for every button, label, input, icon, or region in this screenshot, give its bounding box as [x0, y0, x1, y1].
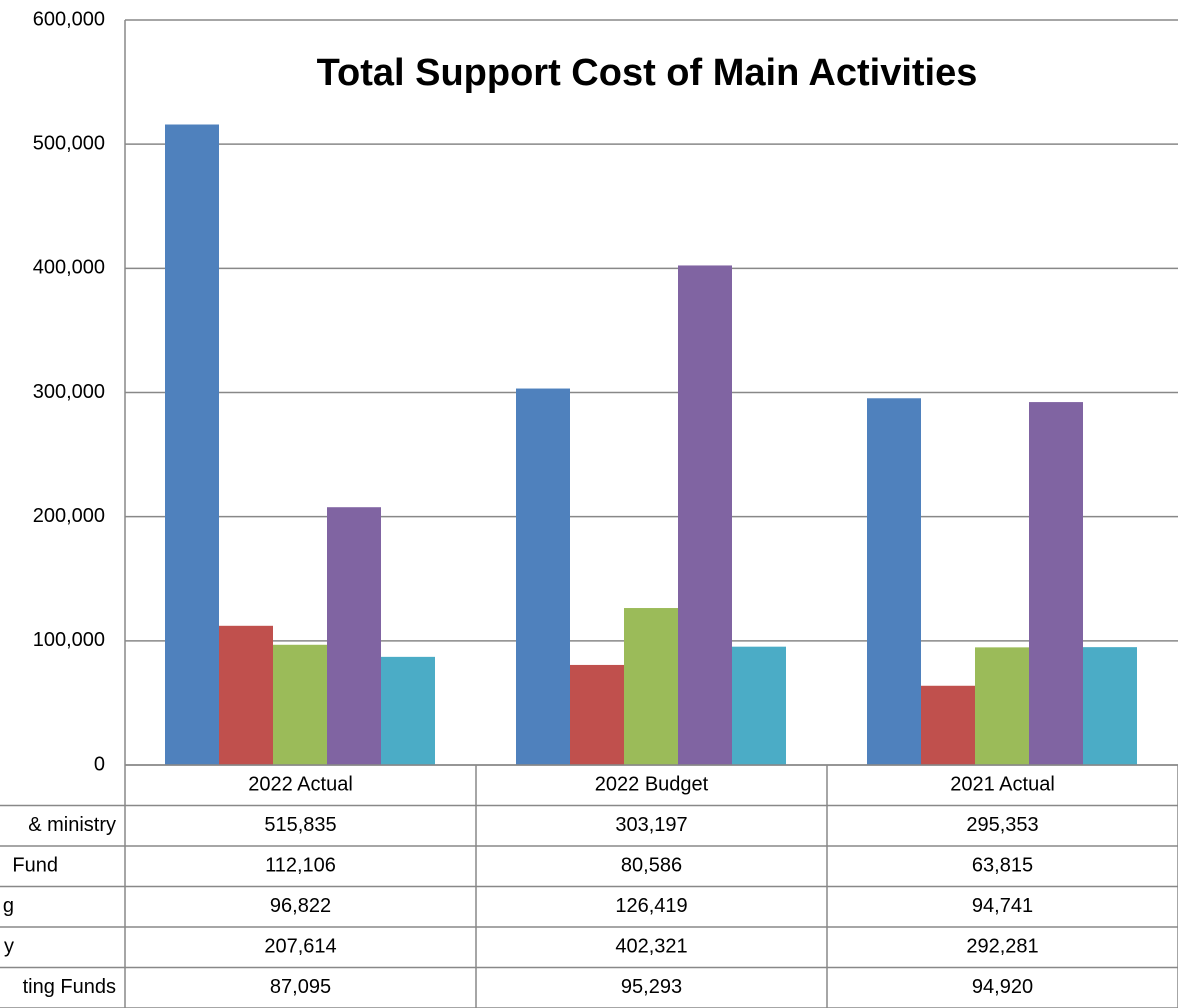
y-tick-label: 400,000	[33, 257, 105, 279]
y-tick-label: 200,000	[33, 505, 105, 527]
bar	[624, 608, 678, 765]
y-tick-label: 100,000	[33, 629, 105, 651]
legend-label: Fund	[12, 855, 58, 877]
table-value: 80,586	[621, 855, 682, 877]
x-tick-label: 2022 Budget	[595, 774, 709, 796]
bar	[867, 398, 921, 765]
table-value: 402,321	[615, 936, 687, 958]
table-value: 112,106	[265, 855, 336, 877]
y-tick-label: 600,000	[33, 8, 105, 30]
bar	[678, 265, 732, 765]
legend-label: y	[4, 936, 14, 958]
legend-label: ting Funds	[23, 976, 116, 998]
bar	[327, 507, 381, 765]
x-tick-label: 2021 Actual	[950, 774, 1055, 796]
table-value: 207,614	[264, 936, 336, 958]
bar	[165, 124, 219, 765]
table-value: 87,095	[270, 976, 331, 998]
table-value: 94,920	[972, 976, 1033, 998]
bar	[732, 646, 786, 765]
y-tick-label: 500,000	[33, 132, 105, 154]
table-value: 303,197	[615, 814, 687, 836]
y-tick-label: 300,000	[33, 381, 105, 403]
bar	[921, 685, 975, 765]
legend-label: & ministry	[28, 814, 116, 836]
y-tick-label: 0	[94, 753, 105, 775]
legend-label: g	[3, 895, 14, 917]
chart-title: Total Support Cost of Main Activities	[317, 52, 978, 94]
bar	[1029, 402, 1083, 765]
bar	[516, 388, 570, 765]
table-value: 295,353	[966, 814, 1038, 836]
table-value: 95,293	[621, 976, 682, 998]
table-value: 126,419	[615, 895, 687, 917]
x-tick-label: 2022 Actual	[248, 774, 353, 796]
bar	[273, 644, 327, 765]
bar	[219, 625, 273, 765]
bar	[570, 664, 624, 765]
table-value: 94,741	[972, 895, 1033, 917]
bar	[975, 647, 1029, 765]
bar	[1083, 647, 1137, 765]
table-value: 292,281	[966, 936, 1038, 958]
table-value: 96,822	[270, 895, 331, 917]
bar	[381, 656, 435, 765]
table-value: 63,815	[972, 855, 1033, 877]
table-value: 515,835	[264, 814, 336, 836]
